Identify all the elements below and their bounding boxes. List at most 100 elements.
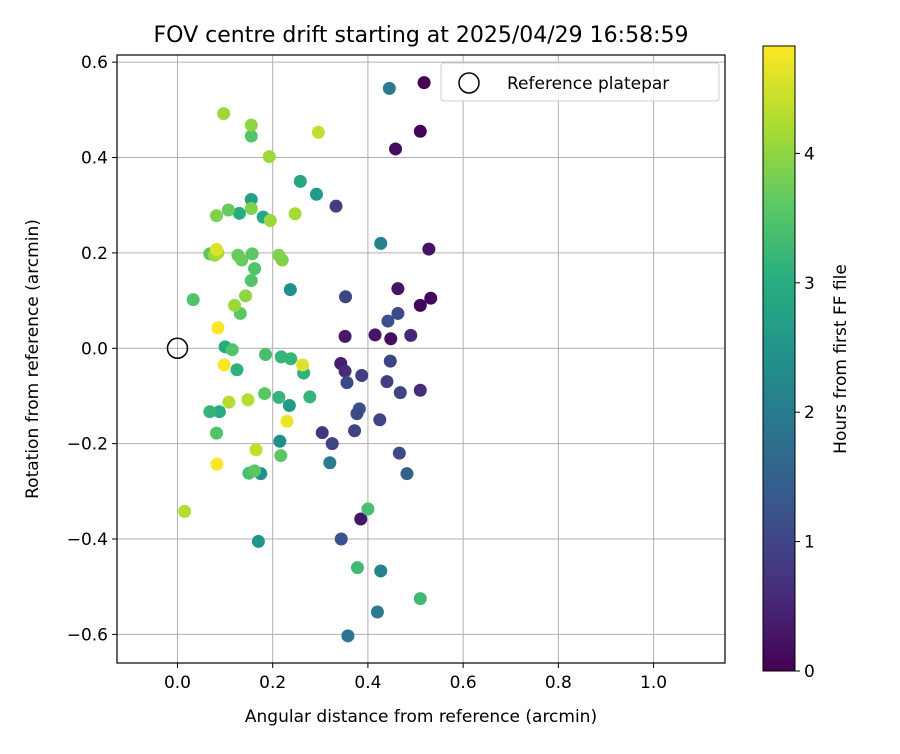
data-point bbox=[350, 561, 364, 575]
data-point bbox=[272, 390, 286, 404]
data-point bbox=[251, 534, 265, 548]
colorbar-tick-label: 4 bbox=[804, 144, 815, 164]
data-point bbox=[283, 283, 297, 297]
y-tick-label: 0.6 bbox=[81, 53, 108, 73]
grid-lines bbox=[117, 55, 725, 663]
data-point bbox=[239, 289, 253, 303]
data-point bbox=[315, 426, 329, 440]
data-point bbox=[413, 592, 427, 606]
data-point bbox=[210, 209, 224, 223]
data-point bbox=[424, 291, 438, 305]
data-point bbox=[259, 347, 273, 361]
data-point bbox=[262, 150, 276, 164]
data-point bbox=[380, 375, 394, 389]
data-point bbox=[368, 328, 382, 342]
data-point bbox=[422, 242, 436, 256]
data-point bbox=[244, 202, 258, 216]
legend: Reference platepar bbox=[440, 62, 720, 102]
colorbar-tick-label: 0 bbox=[804, 662, 815, 682]
colorbar: 0 1 2 3 4 Hours from first FF file bbox=[762, 45, 851, 682]
data-point bbox=[325, 437, 339, 451]
data-point bbox=[210, 457, 224, 471]
x-tick-label: 0.0 bbox=[164, 673, 191, 693]
data-point bbox=[210, 426, 224, 440]
data-point bbox=[361, 502, 375, 516]
data-point bbox=[248, 262, 262, 276]
legend-marker bbox=[458, 72, 480, 94]
data-point bbox=[303, 390, 317, 404]
x-tick-label: 1.0 bbox=[640, 673, 667, 693]
data-point bbox=[203, 405, 217, 419]
x-tick-label: 0.2 bbox=[259, 673, 286, 693]
data-point bbox=[222, 395, 236, 409]
data-point bbox=[338, 329, 352, 343]
data-point bbox=[244, 118, 258, 132]
y-tick-label: 0.2 bbox=[81, 244, 108, 264]
data-point bbox=[340, 376, 354, 390]
colorbar-label: Hours from first FF file bbox=[831, 264, 851, 454]
data-point bbox=[244, 274, 258, 288]
data-point bbox=[212, 405, 226, 419]
data-point bbox=[217, 107, 231, 121]
data-point bbox=[413, 298, 427, 312]
chart-title: FOV centre drift starting at 2025/04/29 … bbox=[154, 23, 689, 48]
axes: 0.0 0.2 0.4 0.6 0.8 1.0 −0.6 −0.4 −0.2 0.0 0.2 0.4 0… bbox=[67, 53, 726, 693]
y-tick-label: −0.2 bbox=[67, 435, 108, 455]
scatter-points bbox=[166, 76, 438, 643]
data-point bbox=[373, 413, 387, 427]
data-point bbox=[221, 203, 235, 217]
data-point bbox=[241, 393, 255, 407]
data-point bbox=[350, 407, 364, 421]
data-point bbox=[249, 443, 263, 457]
data-point bbox=[417, 76, 431, 90]
colorbar-gradient bbox=[762, 45, 796, 672]
data-point bbox=[393, 386, 407, 400]
x-tick-label: 0.8 bbox=[545, 673, 572, 693]
data-point bbox=[334, 532, 348, 546]
colorbar-tick-label: 3 bbox=[804, 274, 815, 294]
data-point bbox=[186, 293, 200, 307]
data-point bbox=[391, 306, 405, 320]
x-tick-label: 0.6 bbox=[450, 673, 477, 693]
y-axis-label: Rotation from reference (arcmin) bbox=[23, 219, 43, 499]
data-point bbox=[370, 605, 384, 619]
x-axis-label: Angular distance from reference (arcmin) bbox=[245, 707, 597, 727]
data-point bbox=[274, 449, 288, 463]
data-point bbox=[210, 243, 224, 257]
y-tick-label: −0.6 bbox=[67, 625, 108, 645]
data-point bbox=[272, 248, 286, 262]
data-point bbox=[323, 456, 337, 470]
data-point bbox=[400, 467, 414, 481]
data-point bbox=[273, 434, 287, 448]
data-point bbox=[382, 81, 396, 95]
data-point bbox=[384, 332, 398, 346]
data-point bbox=[355, 368, 369, 382]
data-point bbox=[329, 199, 343, 213]
data-point bbox=[354, 512, 368, 526]
colorbar-tick-label: 2 bbox=[804, 403, 815, 423]
data-point bbox=[244, 192, 258, 206]
data-point bbox=[211, 321, 225, 335]
data-point bbox=[217, 358, 231, 372]
data-point bbox=[413, 383, 427, 397]
data-point bbox=[230, 363, 244, 377]
data-point bbox=[374, 564, 388, 578]
data-point bbox=[389, 142, 403, 156]
data-point bbox=[178, 504, 192, 518]
data-point bbox=[280, 414, 294, 428]
data-point bbox=[413, 124, 427, 138]
data-point bbox=[381, 314, 395, 328]
y-tick-label: 0.4 bbox=[81, 149, 108, 169]
y-tick-label: −0.4 bbox=[67, 530, 108, 550]
colorbar-tick-label: 1 bbox=[804, 533, 815, 553]
data-point bbox=[374, 236, 388, 250]
data-point bbox=[293, 174, 307, 188]
data-point bbox=[228, 298, 242, 312]
data-point bbox=[288, 207, 302, 221]
data-point bbox=[383, 354, 397, 368]
reference-point bbox=[166, 337, 189, 360]
x-tick-label: 0.4 bbox=[354, 673, 381, 693]
data-point bbox=[225, 343, 239, 357]
